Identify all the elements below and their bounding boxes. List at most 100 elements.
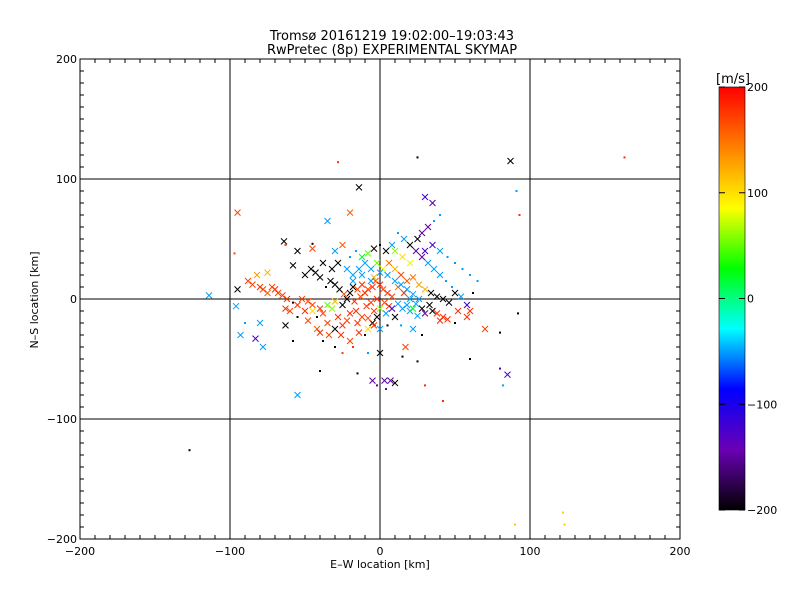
data-point-cross [280, 238, 288, 245]
data-point-dot [325, 286, 327, 288]
data-point-cross [403, 286, 411, 293]
colorbar-tick-label: 200 [747, 81, 768, 94]
data-point-cross [331, 298, 339, 305]
data-point-cross [358, 271, 366, 279]
data-point-cross [507, 157, 514, 165]
data-point-cross [355, 265, 363, 273]
data-point-dot [454, 262, 456, 264]
data-point-cross [358, 253, 366, 261]
data-point-cross [385, 259, 393, 267]
x-tick-label: −200 [65, 545, 95, 558]
data-point-dot [499, 331, 501, 334]
data-point-cross [351, 298, 358, 305]
data-point-cross [361, 259, 369, 267]
data-point-cross [282, 322, 289, 329]
data-point-dot [376, 384, 378, 387]
data-point-dot [472, 292, 474, 294]
data-point-cross [373, 295, 381, 303]
data-point-cross [279, 292, 286, 299]
x-tick-label: −100 [215, 545, 245, 558]
data-point-cross [369, 283, 376, 291]
data-point-cross [388, 305, 396, 312]
data-point-dot [379, 244, 381, 246]
x-tick-label: 0 [377, 545, 384, 558]
data-point-cross [399, 253, 406, 261]
data-point-cross [382, 247, 390, 255]
data-point-dot [502, 384, 504, 387]
data-point-cross [352, 307, 360, 315]
data-point-dot [311, 242, 314, 245]
data-point-cross [418, 305, 426, 312]
data-point-cross [324, 217, 331, 225]
data-point-cross [331, 325, 339, 333]
data-point-cross [232, 302, 240, 310]
data-point-cross [429, 307, 436, 315]
data-point-cross [244, 277, 252, 285]
y-tick-label: 0 [70, 293, 77, 306]
y-axis-label: N–S location [km] [28, 251, 41, 348]
data-point-dot [562, 511, 564, 514]
data-point-dot [284, 244, 287, 246]
data-point-dot [514, 523, 516, 526]
colorbar-tick-label: 100 [747, 187, 768, 200]
data-point-cross [259, 343, 267, 351]
data-point-cross [283, 295, 291, 303]
data-point-dot [367, 352, 369, 354]
colorbar-tick-label: −200 [747, 504, 777, 517]
data-point-cross [504, 371, 511, 378]
data-point-cross [355, 184, 363, 191]
x-tick-labels: −200 −100 0 100 200 [65, 545, 691, 558]
data-point-cross [433, 310, 441, 317]
data-point-cross [339, 322, 346, 329]
colorbar-tick-label: 0 [747, 293, 754, 306]
data-point-cross [391, 277, 399, 285]
data-point-cross [354, 319, 361, 327]
data-point-cross [301, 307, 309, 315]
data-point-cross [436, 247, 444, 255]
x-tick-label: 100 [520, 545, 541, 558]
data-point-cross [376, 269, 384, 276]
data-point-cross [388, 241, 396, 249]
data-point-cross [429, 199, 436, 207]
data-point-cross [327, 277, 334, 285]
y-tick-label: 100 [56, 173, 77, 186]
data-point-dot [322, 340, 324, 342]
data-point-cross [466, 307, 474, 315]
data-point-cross [424, 223, 432, 231]
axis-ticks [79, 58, 681, 540]
data-point-dot [364, 334, 366, 336]
data-point-cross [402, 343, 409, 351]
data-point-cross [268, 283, 276, 291]
data-point-cross [391, 379, 399, 387]
data-point-cross [364, 325, 372, 333]
y-tick-label: −100 [47, 413, 77, 426]
data-point-dot [563, 523, 566, 526]
data-point-cross [391, 247, 399, 255]
data-point-cross [445, 299, 453, 306]
data-point-cross [309, 301, 316, 309]
data-point-dot [356, 372, 359, 375]
y-tick-label: 200 [56, 53, 77, 66]
data-point-cross [421, 310, 429, 317]
x-axis-label: E–W location [km] [330, 558, 430, 571]
data-point-dot [334, 346, 336, 348]
data-point-cross [421, 286, 429, 293]
data-point-cross [444, 316, 451, 323]
data-point-cross [357, 293, 364, 300]
data-point-cross [414, 312, 421, 320]
data-point-dot [233, 252, 236, 255]
data-point-dot [316, 316, 318, 318]
data-point-cross [412, 247, 420, 255]
data-point-cross [358, 281, 366, 288]
data-point-cross [373, 259, 381, 267]
data-point-dot [385, 388, 387, 390]
data-point-cross [376, 305, 384, 312]
data-point-cross [370, 322, 378, 329]
data-point-cross [264, 269, 271, 276]
data-point-cross [328, 305, 336, 312]
data-point-cross [256, 319, 264, 327]
data-point-cross [379, 286, 387, 293]
data-point-cross [346, 289, 354, 297]
data-point-cross [463, 313, 471, 321]
data-point-dot [296, 316, 299, 318]
